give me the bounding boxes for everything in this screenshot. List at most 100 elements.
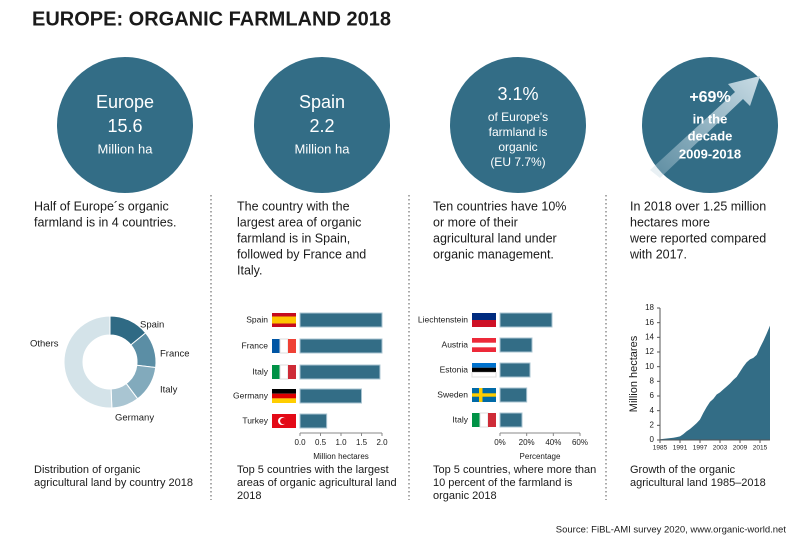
chart-caption: 2018: [237, 490, 261, 502]
x-tick-label: 0.0: [294, 438, 306, 447]
flag: [279, 338, 289, 354]
flag: [272, 365, 280, 379]
x-tick-label: 1.0: [335, 438, 347, 447]
chart-caption: Distribution of organic: [34, 464, 141, 476]
category-label: Turkey: [242, 415, 268, 425]
slice-label: Spain: [140, 320, 164, 331]
flag: [472, 413, 480, 427]
highlight-text: Spain: [299, 92, 345, 112]
description: Ten countries have 10%: [433, 199, 566, 213]
bar: [499, 412, 523, 428]
circle: [57, 57, 193, 193]
y-tick-label: 8: [650, 376, 655, 385]
highlight-text: organic: [498, 140, 537, 154]
chart-caption: areas of organic agricultural land: [237, 477, 397, 489]
slice-label: Italy: [160, 385, 178, 396]
y-tick-label: 14: [645, 332, 654, 341]
description: Italy.: [237, 263, 262, 277]
slice-label: France: [160, 349, 190, 360]
x-tick-label: 40%: [545, 438, 561, 447]
bar: [299, 312, 383, 328]
description: hectares more: [630, 215, 710, 229]
category-label: Spain: [246, 314, 268, 324]
source: Source: FiBL-AMI survey 2020, www.organi…: [556, 525, 787, 536]
chart-caption: organic 2018: [433, 490, 497, 502]
category-label: Italy: [452, 414, 468, 424]
highlight-text: decade: [688, 128, 733, 143]
bar: [299, 413, 328, 429]
category-label: Liechtenstein: [418, 314, 468, 324]
flag: [272, 339, 280, 353]
x-axis-label: Million hectares: [313, 452, 369, 461]
x-tick-label: 1.5: [356, 438, 368, 447]
description: agricultural land under: [433, 231, 557, 245]
flag: [280, 417, 287, 425]
x-tick-label: 60%: [572, 438, 588, 447]
y-tick-label: 4: [650, 406, 655, 415]
flag: [488, 413, 496, 427]
bar: [499, 312, 553, 328]
y-tick-label: 6: [650, 391, 655, 400]
description: farmland is in 4 countries.: [34, 215, 176, 229]
highlight-text: Million ha: [295, 141, 351, 156]
x-tick-label: 1985: [653, 445, 668, 452]
description: were reported compared: [629, 231, 766, 245]
x-tick-label: 2.0: [376, 438, 388, 447]
slice-label: Germany: [115, 413, 154, 424]
bar: [499, 337, 533, 353]
flag: [288, 365, 296, 379]
flag: [479, 412, 489, 428]
y-tick-label: 2: [650, 420, 655, 429]
description: largest area of organic: [237, 215, 361, 229]
x-tick-label: 2009: [733, 445, 748, 452]
y-tick-label: 18: [645, 303, 654, 312]
slice-label: Others: [30, 339, 59, 350]
chart-caption: Top 5 countries, where more than: [433, 464, 596, 476]
highlight-text: Million ha: [98, 141, 154, 156]
flag: [272, 389, 296, 394]
flag: [272, 398, 296, 403]
chart-caption: agricultural land 1985–2018: [630, 477, 766, 489]
x-tick-label: 2015: [753, 445, 768, 452]
area: [660, 325, 770, 440]
growth-arrow: [650, 76, 760, 178]
flag: [471, 371, 497, 378]
bar: [499, 362, 531, 378]
flag: [272, 316, 296, 324]
highlight-text: 3.1%: [497, 84, 538, 104]
highlight-text: of Europe's: [488, 110, 548, 124]
highlight-text: in the: [693, 111, 728, 126]
x-tick-label: 0%: [494, 438, 506, 447]
chart-caption: 10 percent of the farmland is: [433, 477, 573, 489]
flag: [472, 342, 496, 348]
x-tick-label: 1991: [673, 445, 688, 452]
category-label: France: [242, 340, 269, 350]
x-tick-label: 20%: [519, 438, 535, 447]
description: organic management.: [433, 247, 554, 261]
highlight-text: farmland is: [489, 125, 548, 139]
category-label: Austria: [442, 339, 469, 349]
category-label: Estonia: [440, 364, 469, 374]
flag: [472, 313, 496, 320]
flag: [288, 339, 296, 353]
chart-caption: Top 5 countries with the largest: [237, 464, 389, 476]
description: farmland is in Spain,: [237, 231, 350, 245]
description: The country with the: [237, 199, 350, 213]
y-tick-label: 10: [645, 362, 654, 371]
category-label: Germany: [233, 390, 269, 400]
bar: [499, 387, 528, 403]
category-label: Sweden: [437, 389, 468, 399]
y-tick-label: 12: [645, 347, 654, 356]
circle: [254, 57, 390, 193]
y-axis-label: Million hectares: [628, 335, 640, 412]
highlight-text: 2.2: [309, 116, 334, 136]
highlight-text: Europe: [96, 92, 154, 112]
highlight-text: 2009-2018: [679, 146, 741, 161]
description: with 2017.: [629, 247, 687, 261]
y-tick-label: 0: [650, 435, 655, 444]
flag: [472, 320, 496, 327]
x-tick-label: 2003: [713, 445, 728, 452]
bar: [299, 388, 362, 404]
page-title: EUROPE: ORGANIC FARMLAND 2018: [32, 8, 391, 30]
flag: [472, 393, 496, 397]
